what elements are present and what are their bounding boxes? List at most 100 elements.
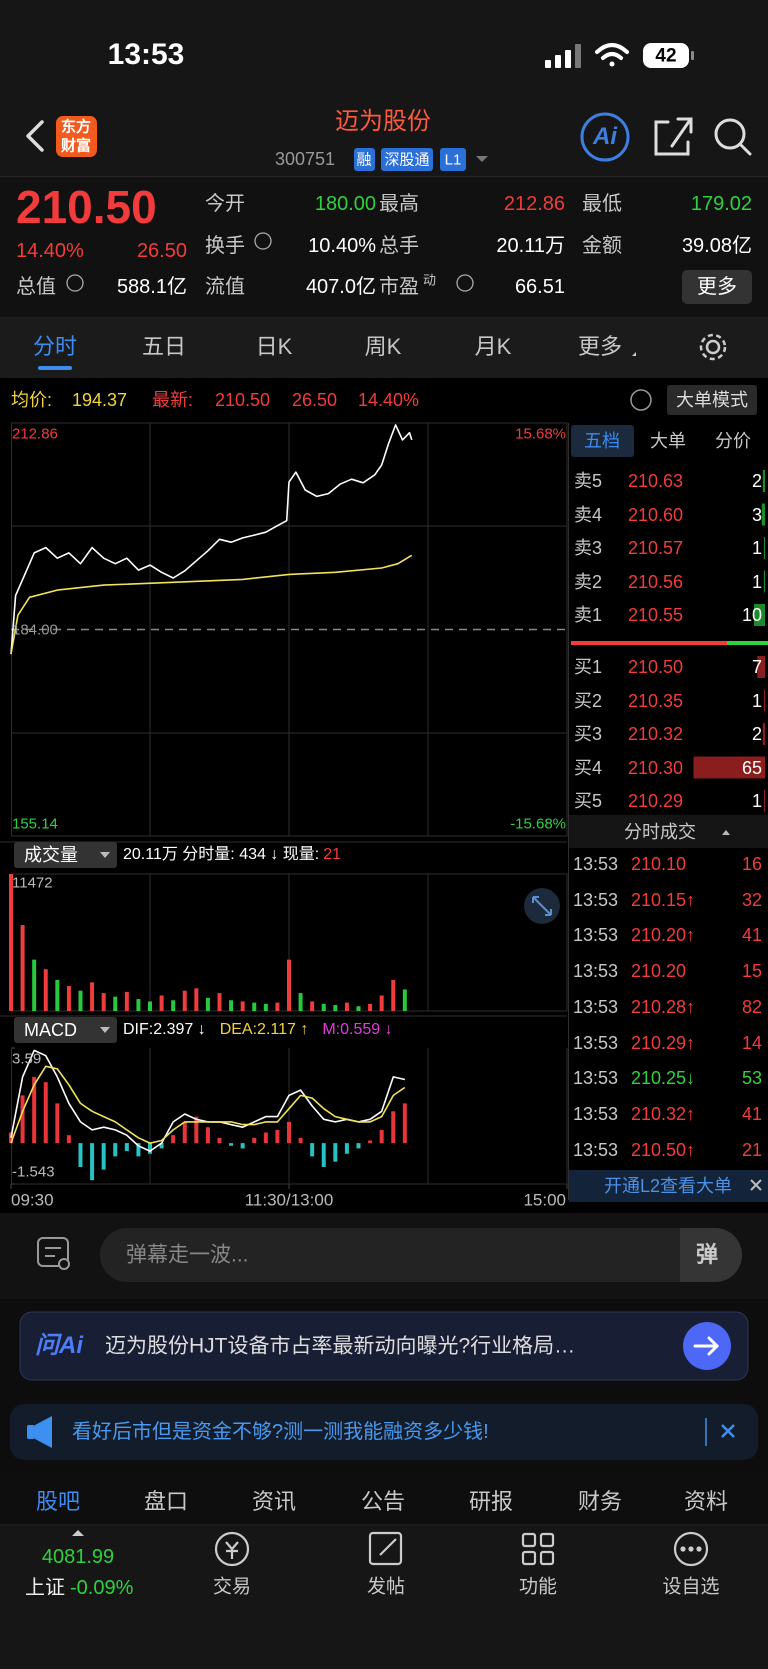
order-book-tab[interactable]: 五档 [584, 431, 620, 451]
chart-tab[interactable]: 更多 [577, 334, 623, 359]
order-price: 210.29 [628, 791, 684, 811]
nav-item[interactable]: 功能 [518, 1576, 558, 1598]
order-qty-bar [762, 723, 765, 745]
y-tick-label: -1.543 [12, 1163, 55, 1181]
volume-bar [101, 993, 106, 1011]
volume-bar [113, 996, 118, 1011]
trade-price: 210.10 [631, 854, 687, 874]
l2-banner-text[interactable]: 开通L2查看大单 [603, 1176, 733, 1196]
order-level: 买1 [574, 657, 603, 677]
mode-label[interactable]: 大单模式 [676, 390, 748, 410]
order-qty: 2 [751, 471, 762, 491]
macd-bar [356, 1143, 361, 1149]
share-icon[interactable] [654, 117, 693, 156]
chart-tab[interactable]: 日K [255, 334, 293, 359]
volume-bar [263, 1003, 268, 1011]
chart-tab[interactable]: 周K [364, 334, 402, 359]
volume-bar [9, 874, 13, 1011]
macd-bar [368, 1140, 373, 1144]
section-tab[interactable]: 研报 [468, 1489, 514, 1514]
trade-qty: 16 [741, 854, 762, 874]
macd-bar [310, 1143, 315, 1157]
trade-price: 210.29↑ [631, 1032, 696, 1053]
order-qty: 7 [751, 657, 762, 677]
volume-bar [171, 1000, 176, 1011]
last-label: 最新: [152, 390, 194, 410]
ai-button[interactable] [580, 112, 630, 162]
chart-tab[interactable]: 月K [474, 334, 512, 359]
field-label: 总手 [379, 235, 419, 257]
avg-value: 194.37 [72, 390, 128, 410]
field-label-sup: 动 [423, 272, 437, 288]
watchlist-icon[interactable] [673, 1531, 709, 1567]
last-value: 210.50 [215, 390, 271, 410]
more-button[interactable] [682, 270, 752, 304]
section-tab[interactable]: 盘口 [143, 1489, 189, 1514]
volume-bar [205, 997, 210, 1011]
order-level: 买3 [574, 724, 603, 744]
volume-selector[interactable] [14, 842, 117, 868]
post-icon[interactable] [368, 1531, 403, 1566]
order-price: 210.50 [628, 657, 684, 677]
section-tab[interactable]: 公告 [360, 1489, 406, 1514]
field-label: 金额 [582, 235, 622, 257]
expand-icon[interactable] [524, 888, 560, 924]
order-price: 210.60 [628, 504, 684, 525]
nav-item[interactable]: 设自选 [662, 1576, 720, 1598]
section-tab[interactable]: 股吧 [35, 1489, 81, 1514]
danmaku-settings-icon[interactable] [37, 1237, 70, 1270]
field-label: 今开 [205, 193, 245, 215]
volume-bar [194, 988, 199, 1011]
order-qty: 10 [741, 605, 762, 625]
settings-icon[interactable] [699, 333, 727, 361]
bid-ask-ratio-bar [571, 641, 727, 645]
macd-bar [101, 1143, 106, 1170]
back-icon[interactable] [26, 120, 44, 152]
order-qty-bar [762, 470, 765, 492]
comment-input[interactable] [100, 1228, 742, 1282]
order-level: 卖3 [574, 538, 603, 558]
order-qty: 1 [751, 791, 762, 811]
trade-price: 210.25↓ [631, 1068, 696, 1089]
y-tick-label: 155.14 [12, 815, 58, 833]
function-icon[interactable] [521, 1532, 555, 1566]
more-button-label[interactable]: 更多 [697, 276, 737, 298]
trade-time: 13:53 [573, 854, 619, 874]
section-tab[interactable]: 资讯 [251, 1489, 297, 1514]
order-book-tab[interactable]: 分价 [715, 431, 751, 451]
order-qty-bar [693, 756, 765, 779]
section-tab[interactable]: 资料 [683, 1489, 729, 1514]
section-tab[interactable]: 财务 [577, 1489, 623, 1514]
dea-label: DEA:2.117 ↑ [219, 1021, 309, 1038]
promo-banner[interactable] [10, 1404, 758, 1460]
order-qty: 2 [751, 724, 762, 744]
macd-values: DIF:2.397 ↓ DEA:2.117 ↑ M:0.559 ↓ [123, 1022, 393, 1038]
nav-item[interactable]: 发帖 [366, 1576, 406, 1598]
search-icon[interactable] [714, 118, 752, 156]
volume-bar [333, 1005, 338, 1011]
comment-placeholder[interactable]: 弹幕走一波... [126, 1243, 249, 1267]
order-qty: 1 [751, 571, 762, 592]
volume-bar [252, 1002, 257, 1011]
order-level: 卖5 [574, 471, 603, 491]
nav-item[interactable]: 交易 [212, 1576, 252, 1598]
indicator-selector[interactable] [14, 1017, 117, 1043]
chart-tab[interactable]: 分时 [32, 334, 78, 359]
danmaku-button[interactable]: 弹 [695, 1242, 719, 1267]
big-order-mode-button[interactable] [667, 385, 757, 415]
macd-selector-label: MACD [24, 1020, 77, 1040]
trade-qty: 32 [741, 889, 762, 910]
y-tick-label: 3.59 [12, 1050, 42, 1068]
macd-bar [402, 1103, 407, 1144]
order-book-tab[interactable]: 大单 [650, 431, 686, 451]
macd-bar [321, 1143, 326, 1167]
l2-banner[interactable] [569, 1170, 768, 1202]
ai-banner[interactable] [19, 1311, 749, 1381]
macd-bar [229, 1143, 234, 1146]
field-label: 总值 [16, 276, 56, 298]
trade-icon[interactable] [214, 1531, 250, 1567]
field-value: 10.40% [308, 235, 376, 257]
chart-tab[interactable]: 五日 [141, 334, 187, 359]
ai-label[interactable]: Ai [593, 123, 617, 150]
